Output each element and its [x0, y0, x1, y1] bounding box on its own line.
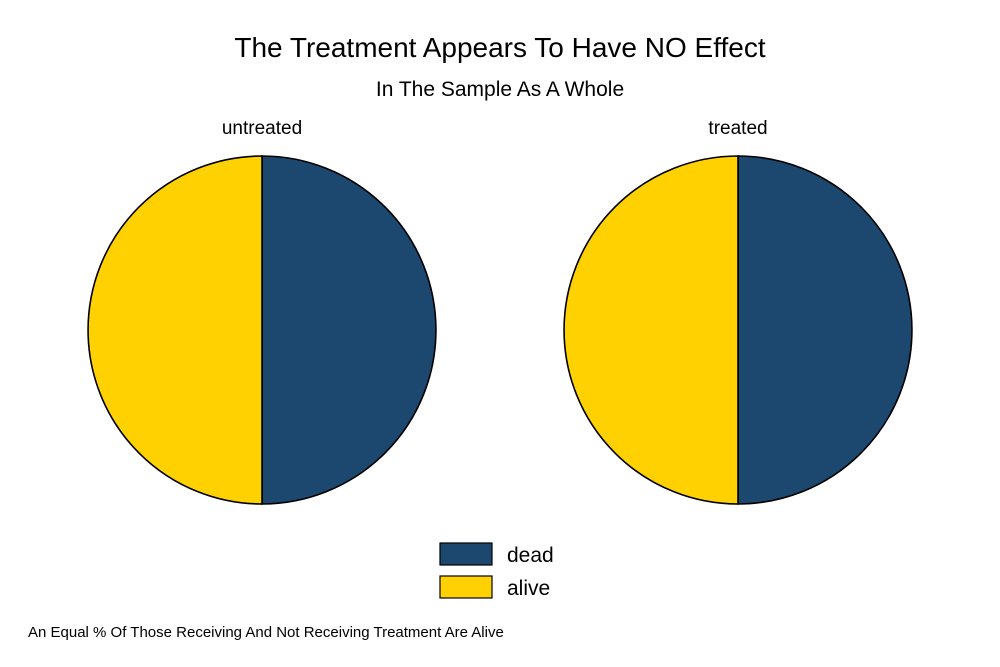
legend: dead alive	[439, 542, 554, 600]
pie-slice-untreated-alive	[87, 155, 263, 505]
chart-subtitle: In The Sample As A Whole	[376, 78, 624, 101]
pie-panels: untreated treated	[87, 118, 913, 505]
panel-label-treated: treated	[708, 118, 767, 139]
chart-note: An Equal % Of Those Receiving And Not Re…	[28, 624, 504, 641]
chart-title: The Treatment Appears To Have NO Effect	[234, 32, 765, 63]
pie-slice-treated-alive	[563, 155, 739, 505]
panel-label-untreated: untreated	[222, 118, 302, 139]
legend-label-dead: dead	[507, 544, 554, 567]
pie-slice-untreated-dead	[261, 155, 437, 505]
pie-slice-treated-dead	[737, 155, 913, 505]
legend-swatch-alive	[439, 575, 493, 599]
legend-swatch-dead	[439, 542, 493, 566]
legend-label-alive: alive	[507, 577, 550, 600]
